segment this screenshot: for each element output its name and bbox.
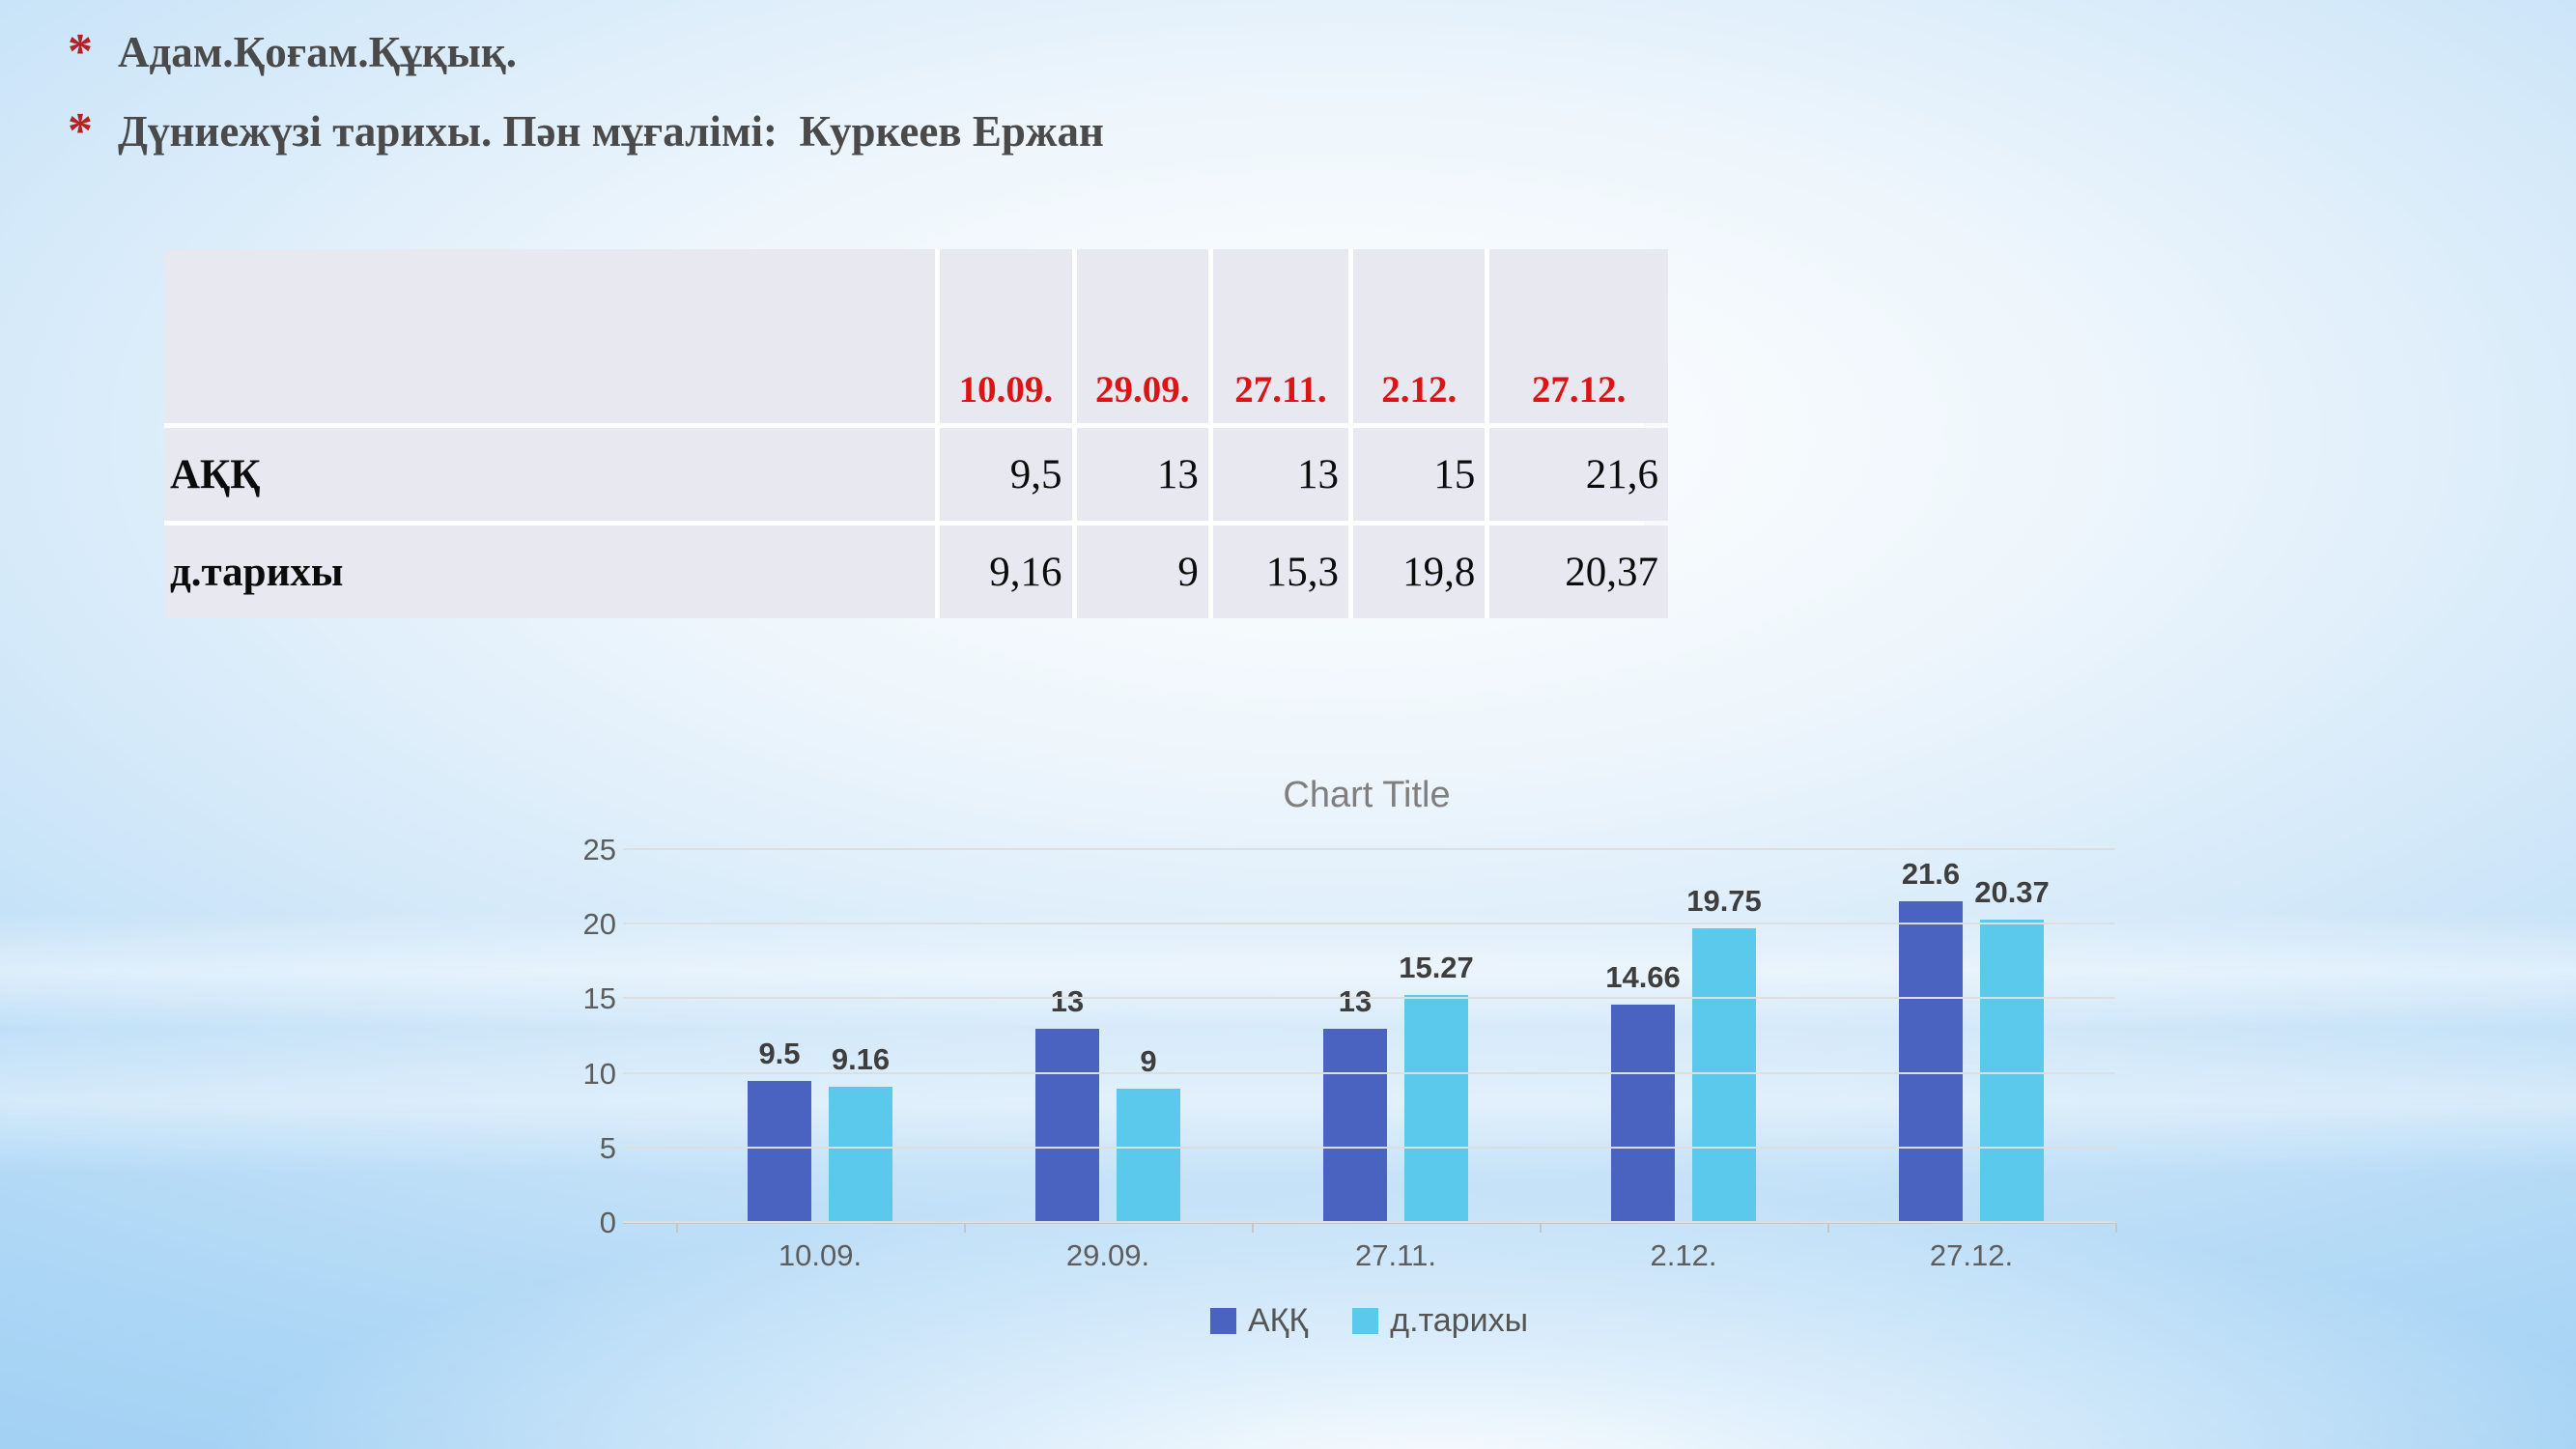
bar-value-label: 20.37: [1974, 874, 2050, 909]
y-axis-label: 10: [582, 1056, 616, 1091]
bar-value-label: 14.66: [1605, 959, 1681, 994]
table-header-cell: 2.12.: [1353, 249, 1486, 423]
table-header-cell: 27.12.: [1489, 249, 1668, 423]
bullet-line: * Адам.Қоғам.Құқық.: [68, 25, 1104, 79]
table-cell: 13: [1212, 428, 1349, 521]
x-axis-label: 10.09.: [778, 1238, 863, 1272]
x-axis-label: 2.12.: [1650, 1238, 1717, 1272]
bullet-text: Адам.Қоғам.Құқық.: [118, 28, 517, 76]
bar-value-label: 19.75: [1686, 884, 1762, 919]
grades-table[interactable]: 10.09. 29.09. 27.11. 2.12. 27.12. АҚҚ 9,5 13 13 1…: [164, 249, 1668, 618]
bar-value-label: 9.5: [758, 1037, 801, 1071]
chart-legend: АҚҚ д.тарихы: [623, 1302, 2115, 1340]
bar-value-label: 15.27: [1399, 951, 1474, 985]
x-axis-tick: [1252, 1223, 1254, 1233]
bar: 20.37: [1974, 875, 2050, 1223]
y-axis-label: 25: [582, 833, 616, 867]
table-cell: 9,5: [940, 428, 1072, 521]
table-cell: 9,16: [940, 526, 1072, 618]
table-cell: 13: [1076, 428, 1208, 521]
table-header-cell: 29.09.: [1076, 249, 1208, 423]
legend-swatch-icon: [1352, 1308, 1379, 1334]
x-axis-label: 29.09.: [1065, 1238, 1150, 1272]
table-row-label: д.тарихы: [164, 526, 936, 618]
bar-value-label: 21.6: [1901, 856, 1961, 891]
legend-item: д.тарихы: [1352, 1302, 1528, 1340]
table-cell: 9: [1076, 526, 1208, 618]
y-axis-label: 0: [599, 1206, 616, 1239]
bar-group: 14.66 19.75: [1540, 850, 1827, 1223]
bar: 9.16: [829, 1042, 892, 1223]
bar-group: 9.5 9.16: [676, 850, 964, 1223]
bar-value-label: 13: [1338, 984, 1373, 1019]
table-header-cell: 27.11.: [1212, 249, 1349, 423]
y-axis-label: 5: [599, 1130, 616, 1165]
bar: 14.66: [1605, 960, 1681, 1223]
table-cell: 19,8: [1353, 526, 1486, 618]
table-cell: 21,6: [1489, 428, 1668, 521]
asterisk-bullet-icon: *: [68, 103, 93, 158]
bar-group: 21.6 20.37: [1827, 850, 2115, 1223]
x-axis-tick: [1827, 1223, 1829, 1233]
chart-title: Chart Title: [1283, 775, 1451, 815]
bar: 9: [1117, 1044, 1180, 1223]
x-axis-tick: [2115, 1223, 2117, 1233]
bar-group: 13 15.27: [1252, 850, 1540, 1223]
gridline: [623, 923, 2115, 925]
legend-label: д.тарихы: [1390, 1302, 1529, 1339]
legend-label: АҚҚ: [1247, 1302, 1309, 1339]
x-axis-tick: [1540, 1223, 1542, 1233]
bullet-list[interactable]: * Адам.Қоғам.Құқық. * Дүниежүзі тарихы. Пән…: [68, 25, 1104, 184]
legend-swatch-icon: [1209, 1308, 1236, 1334]
legend-item: АҚҚ: [1209, 1302, 1309, 1340]
bar-value-label: 9: [1140, 1044, 1157, 1079]
gridline: [623, 1071, 2115, 1074]
y-axis-label: 20: [582, 907, 616, 942]
bar: 21.6: [1899, 857, 1963, 1223]
bar-value-label: 9.16: [831, 1041, 891, 1076]
y-axis-label: 15: [582, 981, 616, 1016]
chart-plot-area: 9.5 9.16 13 9 13 15.27 14.66 19.75 21.6 20.37 0 5 1…: [583, 833, 2117, 1239]
asterisk-bullet-icon: *: [68, 24, 93, 79]
x-axis-label: 27.11.: [1355, 1238, 1436, 1272]
gridline: [623, 848, 2115, 850]
table-cell: 15: [1353, 428, 1486, 521]
x-axis-tick: [676, 1223, 678, 1233]
bar-group: 13 9: [964, 850, 1252, 1223]
table-cell: 20,37: [1489, 526, 1668, 618]
bar: 9.5: [748, 1037, 811, 1223]
x-axis-label: 27.12.: [1929, 1238, 2014, 1272]
chart[interactable]: Chart Title 9.5 9.16 13 9 13 15.27 14.66 19.75 2…: [565, 773, 2168, 1340]
bar: 19.75: [1686, 884, 1762, 1223]
bar: 13: [1323, 984, 1387, 1223]
bar: 13: [1035, 984, 1099, 1223]
table-row-label: АҚҚ: [164, 428, 936, 521]
x-axis-labels: 10.09. 29.09. 27.11. 2.12. 27.12.: [676, 1223, 2115, 1273]
gridline: [623, 1146, 2115, 1149]
bar-value-label: 13: [1050, 984, 1085, 1019]
x-axis-tick: [964, 1223, 966, 1233]
table-cell: 15,3: [1212, 526, 1349, 618]
gridline: [623, 997, 2115, 1000]
bar-groups: 9.5 9.16 13 9 13 15.27 14.66 19.75 21.6 20.37: [676, 850, 2115, 1223]
bar: 15.27: [1399, 951, 1474, 1223]
bullet-text: Дүниежүзі тарихы. Пән мұғалімі: Куркеев …: [118, 107, 1104, 156]
gridline: [623, 1221, 2115, 1223]
bullet-line: * Дүниежүзі тарихы. Пән мұғалімі: Куркеев…: [68, 104, 1104, 158]
table-header-cell: [164, 249, 936, 423]
table-header-cell: 10.09.: [940, 249, 1072, 423]
